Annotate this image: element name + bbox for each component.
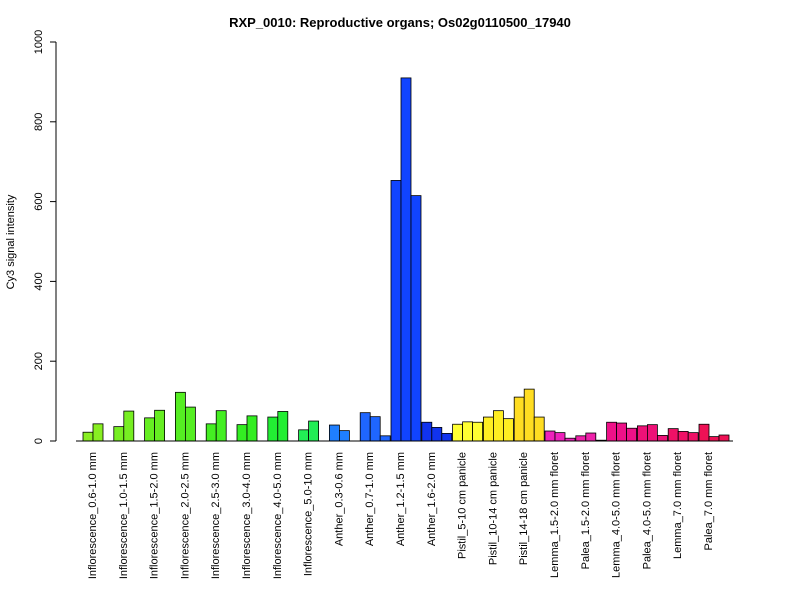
y-tick-label: 1000: [33, 30, 45, 54]
bar: [400, 77, 412, 442]
y-tick-label: 800: [33, 113, 45, 131]
category-label: Pistil_14-18 cm panicle: [518, 452, 530, 565]
bar: [431, 427, 443, 442]
category-label: Lemma_4.0-5.0 mm floret: [611, 452, 623, 578]
bar: [687, 432, 699, 442]
bar: [492, 410, 504, 442]
bar: [308, 420, 320, 442]
bar: [144, 417, 156, 442]
category-label: Inflorescence_4.0-5.0 mm: [272, 452, 284, 579]
y-tick-label: 0: [33, 438, 45, 444]
bar: [637, 425, 648, 442]
bars-layer: [82, 77, 730, 442]
category-label: Lemma_7.0 mm floret: [672, 452, 684, 559]
bar: [657, 435, 668, 442]
bar: [82, 431, 94, 442]
category-label: Inflorescence_1.5-2.0 mm: [149, 452, 161, 579]
bar: [533, 416, 545, 442]
bar: [544, 430, 556, 442]
bar: [606, 421, 617, 442]
category-label: Inflorescence_0.6-1.0 mm: [87, 452, 99, 579]
bar: [246, 415, 258, 442]
bar: [215, 410, 227, 442]
bar: [616, 422, 627, 442]
bar: [338, 430, 350, 442]
bar: [421, 421, 433, 442]
category-label: Inflorescence_1.0-1.5 mm: [118, 452, 130, 579]
bar: [677, 431, 689, 442]
bar: [647, 424, 658, 442]
category-label: Inflorescence_2.0-2.5 mm: [179, 452, 191, 579]
bar: [718, 434, 730, 442]
bar: [462, 421, 474, 442]
bar: [390, 180, 402, 442]
y-tick-label: 200: [33, 352, 45, 370]
bar: [174, 391, 186, 442]
category-label: Palea_4.0-5.0 mm floret: [641, 452, 653, 569]
y-axis: 0 200 400 600 800 1000: [33, 30, 57, 444]
bar: [123, 410, 135, 442]
category-label: Palea_7.0 mm floret: [703, 452, 715, 550]
bar: [267, 416, 279, 442]
chart-title: RXP_0010: Reproductive organs; Os02g0110…: [229, 15, 571, 30]
bar: [92, 423, 104, 442]
category-label: Pistil_5-10 cm panicle: [457, 452, 469, 559]
category-label: Inflorescence_5.0-10 mm: [303, 452, 315, 576]
bar: [452, 423, 464, 442]
y-tick-label: 600: [33, 192, 45, 210]
bar: [513, 396, 525, 442]
category-label: Inflorescence_3.0-4.0 mm: [241, 452, 253, 579]
bar: [667, 428, 679, 442]
bar: [328, 424, 340, 442]
bar: [554, 432, 566, 442]
category-label: Anther_1.6-2.0 mm: [426, 452, 438, 546]
bar: [575, 435, 587, 442]
bar: [708, 436, 720, 442]
bar: [585, 432, 597, 442]
category-label: Lemma_1.5-2.0 mm floret: [549, 452, 561, 578]
bar: [523, 388, 535, 442]
bar: [277, 411, 289, 442]
bar: [369, 416, 381, 442]
bar: [205, 423, 217, 442]
y-tick-label: 400: [33, 272, 45, 290]
bar: [472, 421, 484, 442]
bar: [441, 433, 453, 442]
bar: [626, 427, 637, 442]
bar: [184, 406, 196, 442]
bar: [113, 426, 125, 442]
category-label: Anther_0.3-0.6 mm: [333, 452, 345, 546]
category-label: Anther_0.7-1.0 mm: [364, 452, 376, 546]
bar: [298, 429, 310, 442]
bar: [359, 412, 371, 442]
category-label: Pistil_10-14 cm panicle: [487, 452, 499, 565]
bar: [154, 409, 166, 442]
category-label: Anther_1.2-1.5 mm: [395, 452, 407, 546]
category-label: Palea_1.5-2.0 mm floret: [580, 452, 592, 569]
bar: [502, 418, 514, 442]
bar: [410, 195, 422, 442]
category-label: Inflorescence_2.5-3.0 mm: [210, 452, 222, 579]
bar: [379, 435, 391, 442]
y-axis-title: Cy3 signal intensity: [5, 194, 17, 289]
bar: [236, 424, 248, 442]
bar: [698, 423, 710, 442]
category-labels: Inflorescence_0.6-1.0 mm Inflorescence_1.…: [87, 452, 715, 579]
bar: [482, 416, 494, 442]
